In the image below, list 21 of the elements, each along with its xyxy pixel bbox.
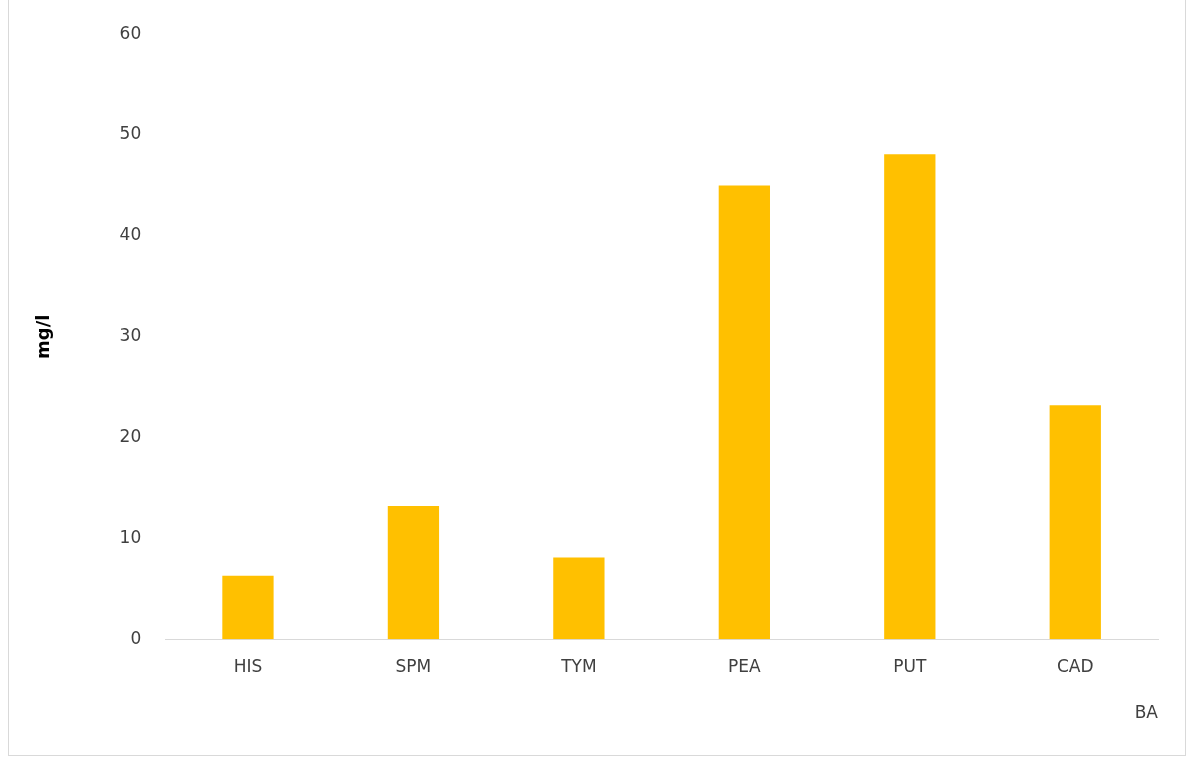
bar [222, 575, 274, 640]
y-tick-label: 60 [119, 22, 142, 43]
x-tick-label: PUT [893, 655, 927, 676]
x-tick-label: TYM [560, 655, 597, 676]
bar [718, 185, 770, 640]
y-axis-title: mg/l [32, 314, 54, 359]
x-tick-label: CAD [1056, 655, 1094, 676]
bar [884, 154, 936, 640]
x-tick-label: SPM [395, 655, 432, 676]
y-tick-label: 30 [119, 325, 142, 346]
bar [1049, 405, 1101, 640]
y-tick-label: 50 [119, 123, 142, 144]
x-tick-label: PEA [728, 655, 762, 676]
x-axis-title: BA [1134, 702, 1159, 723]
y-tick-label: 10 [119, 526, 142, 547]
bar [387, 506, 440, 640]
y-tick-label: 0 [130, 627, 142, 648]
y-tick-label: 40 [119, 224, 142, 245]
bar [553, 557, 605, 640]
y-tick-label: 20 [119, 425, 142, 446]
x-tick-label: HIS [233, 655, 263, 676]
